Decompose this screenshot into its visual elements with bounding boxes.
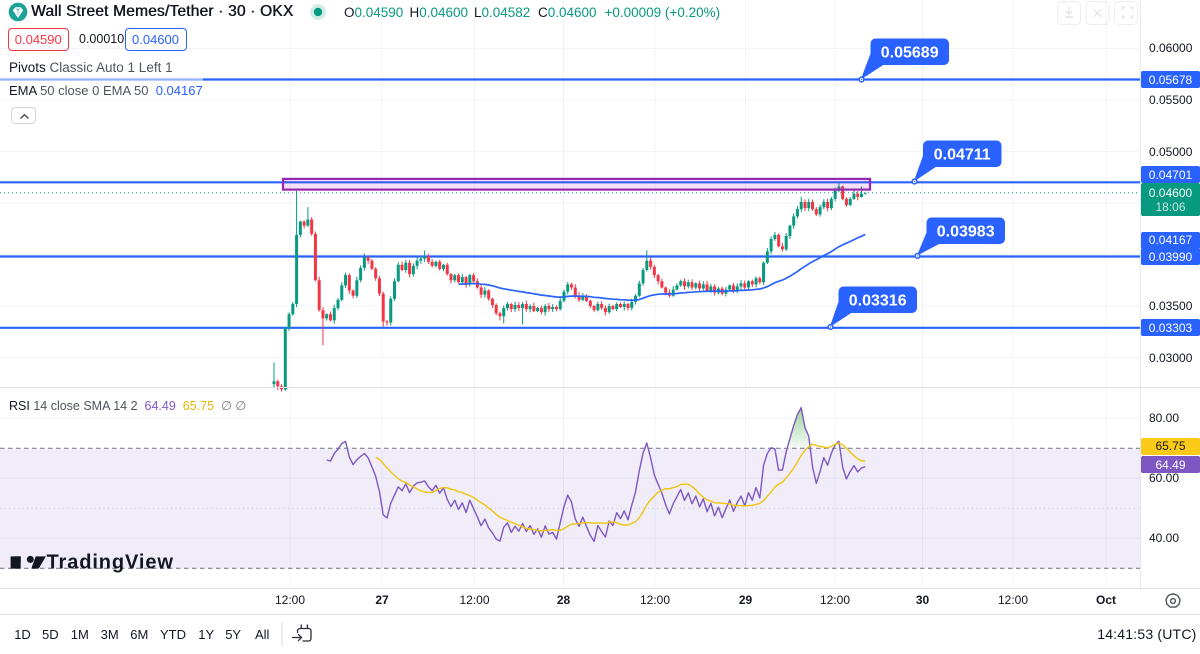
svg-text:0.03316: 0.03316 — [849, 292, 907, 309]
svg-text:0.05689: 0.05689 — [881, 44, 939, 61]
svg-text:0.03983: 0.03983 — [937, 223, 995, 240]
svg-text:0.04711: 0.04711 — [934, 146, 991, 163]
svg-text:TradingView: TradingView — [47, 552, 174, 574]
